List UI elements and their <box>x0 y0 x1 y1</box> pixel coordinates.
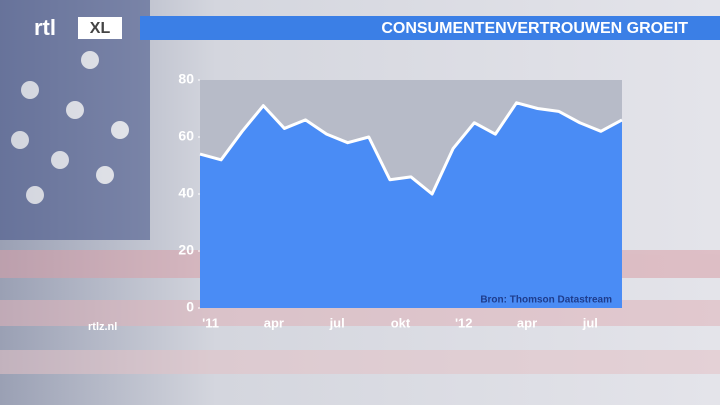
logo: rtl <box>34 15 56 40</box>
y-tick-label: 0 <box>186 299 194 315</box>
x-tick-label: apr <box>517 315 537 330</box>
x-tick-label: jul <box>329 315 345 330</box>
y-tick-label: 80 <box>178 71 194 87</box>
y-tick-label: 40 <box>178 185 194 201</box>
x-tick-label: apr <box>264 315 284 330</box>
area <box>200 102 622 308</box>
x-tick-label: '12 <box>455 315 473 330</box>
chart-title: CONSUMENTENVERTROUWEN GROEIT <box>381 20 688 37</box>
logo-badge-text: XL <box>90 20 111 37</box>
y-tick-label: 20 <box>178 242 194 258</box>
y-tick-label: 60 <box>178 128 194 144</box>
logo-badge <box>78 17 122 39</box>
line <box>199 101 623 196</box>
title-bar <box>140 16 720 40</box>
x-tick-label: '11 <box>202 315 219 330</box>
website: rtlz.nl <box>88 321 117 333</box>
source: Bron: Thomson Datastream <box>480 295 612 306</box>
x-tick-label: okt <box>391 315 411 330</box>
x-tick-label: jul <box>582 315 598 330</box>
